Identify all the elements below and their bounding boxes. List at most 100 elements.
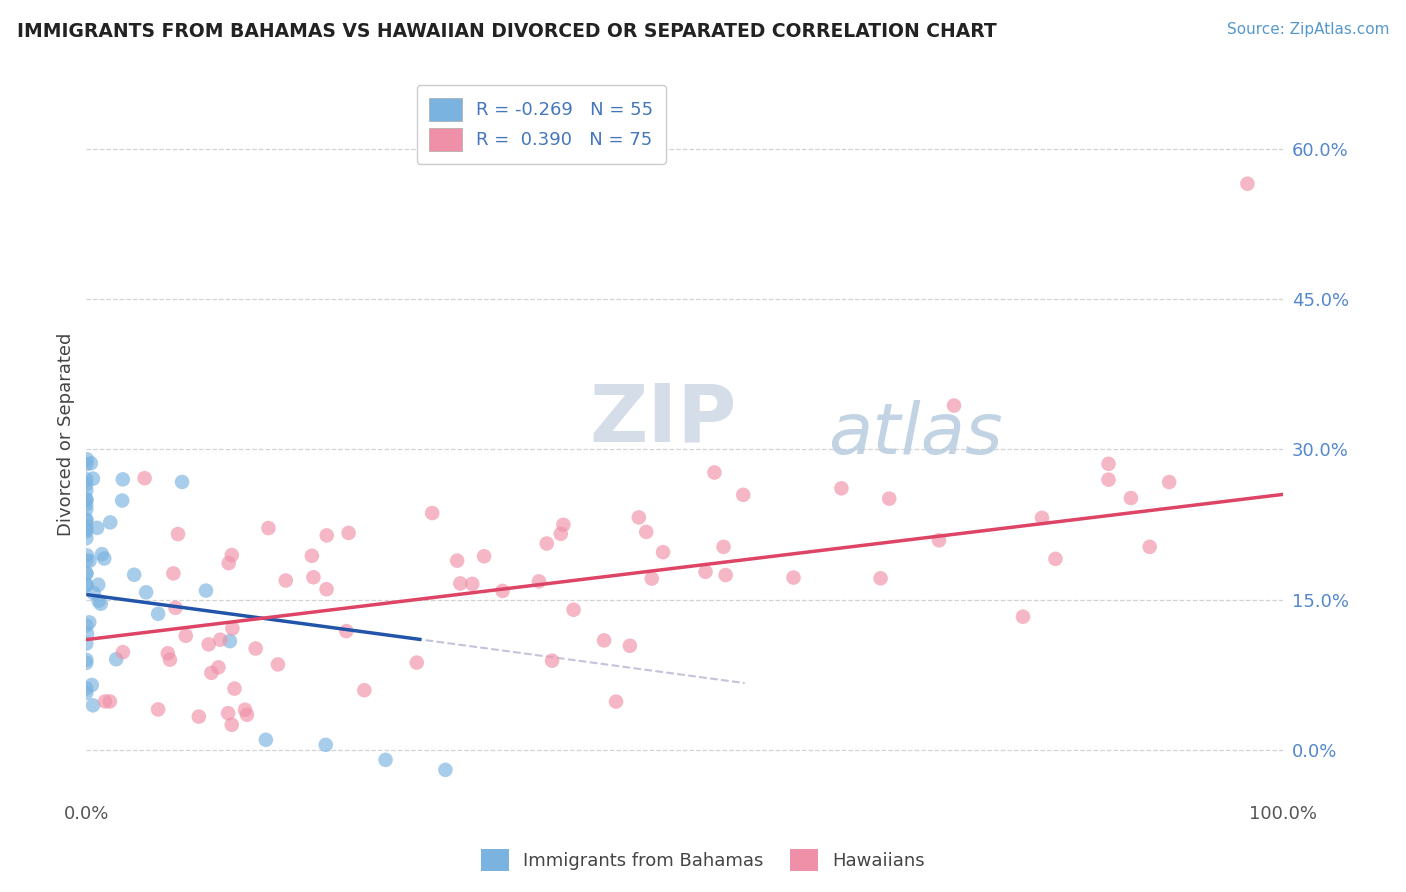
Point — [76, 626, 98, 640]
Point — [943, 399, 966, 413]
Point — [553, 517, 575, 532]
Point — [76, 452, 98, 467]
Point — [593, 633, 616, 648]
Point — [335, 624, 357, 639]
Point — [165, 600, 187, 615]
Point — [75, 472, 97, 486]
Point — [562, 603, 585, 617]
Point — [98, 516, 121, 530]
Point — [75, 524, 97, 539]
Point — [1097, 473, 1119, 487]
Point — [111, 493, 134, 508]
Point — [75, 514, 97, 528]
Point — [550, 526, 572, 541]
Point — [111, 472, 134, 486]
Point — [233, 703, 256, 717]
Point — [75, 497, 97, 511]
Point — [374, 753, 396, 767]
Point — [75, 653, 97, 667]
Point — [146, 607, 169, 621]
Text: Source: ZipAtlas.com: Source: ZipAtlas.com — [1226, 22, 1389, 37]
Point — [93, 551, 115, 566]
Point — [254, 732, 277, 747]
Point — [105, 652, 128, 666]
Point — [733, 488, 755, 502]
Point — [221, 548, 243, 562]
Point — [619, 639, 641, 653]
Point — [830, 481, 852, 495]
Point — [209, 632, 232, 647]
Point — [90, 597, 112, 611]
Point — [75, 618, 97, 632]
Point — [75, 502, 97, 516]
Point — [434, 763, 457, 777]
Point — [86, 521, 108, 535]
Point — [337, 525, 360, 540]
Point — [636, 524, 658, 539]
Point — [221, 622, 243, 636]
Point — [420, 506, 443, 520]
Point — [75, 512, 97, 526]
Text: atlas: atlas — [828, 400, 1002, 468]
Point — [405, 656, 427, 670]
Legend: Immigrants from Bahamas, Hawaiians: Immigrants from Bahamas, Hawaiians — [474, 842, 932, 879]
Text: IMMIGRANTS FROM BAHAMAS VS HAWAIIAN DIVORCED OR SEPARATED CORRELATION CHART: IMMIGRANTS FROM BAHAMAS VS HAWAIIAN DIVO… — [17, 22, 997, 41]
Point — [315, 738, 337, 752]
Point — [146, 702, 169, 716]
Point — [75, 681, 97, 696]
Point — [134, 471, 156, 485]
Point — [274, 574, 297, 588]
Point — [1236, 177, 1258, 191]
Y-axis label: Divorced or Separated: Divorced or Separated — [58, 333, 75, 536]
Point — [1045, 552, 1067, 566]
Point — [75, 686, 97, 700]
Point — [257, 521, 280, 535]
Point — [162, 566, 184, 581]
Point — [75, 483, 97, 498]
Point — [605, 695, 627, 709]
Point — [461, 577, 484, 591]
Point — [87, 578, 110, 592]
Point — [491, 583, 513, 598]
Point — [207, 660, 229, 674]
Text: ZIP: ZIP — [589, 381, 737, 458]
Point — [159, 653, 181, 667]
Point — [111, 645, 134, 659]
Point — [75, 531, 97, 545]
Point — [167, 527, 190, 541]
Point — [446, 553, 468, 567]
Point — [652, 545, 675, 559]
Point — [98, 694, 121, 708]
Point — [869, 571, 891, 585]
Point — [75, 553, 97, 567]
Point — [1097, 457, 1119, 471]
Point — [75, 578, 97, 592]
Point — [75, 656, 97, 670]
Point — [75, 523, 97, 537]
Point — [1012, 609, 1035, 624]
Point — [75, 636, 97, 650]
Point — [135, 585, 157, 599]
Point — [217, 706, 239, 721]
Point — [75, 519, 97, 533]
Point — [79, 554, 101, 568]
Point — [76, 549, 98, 563]
Point — [541, 654, 564, 668]
Point — [236, 707, 259, 722]
Point — [449, 576, 471, 591]
Point — [75, 492, 97, 507]
Point — [75, 566, 97, 581]
Point — [197, 637, 219, 651]
Point — [1139, 540, 1161, 554]
Point — [87, 594, 110, 608]
Point — [224, 681, 246, 696]
Point — [527, 574, 550, 589]
Point — [195, 583, 218, 598]
Legend: R = -0.269   N = 55, R =  0.390   N = 75: R = -0.269 N = 55, R = 0.390 N = 75 — [416, 85, 666, 164]
Point — [315, 528, 337, 542]
Point — [703, 466, 725, 480]
Point — [221, 718, 243, 732]
Point — [714, 568, 737, 582]
Point — [627, 510, 650, 524]
Point — [1031, 511, 1053, 525]
